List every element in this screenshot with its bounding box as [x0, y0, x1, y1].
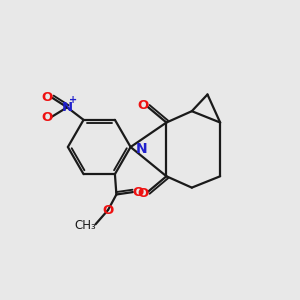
Text: O: O [137, 99, 148, 112]
Text: CH₃: CH₃ [74, 219, 96, 232]
Text: O: O [41, 91, 53, 104]
Text: O: O [41, 111, 52, 124]
Text: O: O [137, 187, 148, 200]
Text: O: O [133, 186, 144, 199]
Text: N: N [136, 142, 148, 156]
Text: +: + [69, 95, 77, 105]
Text: N: N [61, 101, 73, 114]
Text: O: O [102, 203, 114, 217]
